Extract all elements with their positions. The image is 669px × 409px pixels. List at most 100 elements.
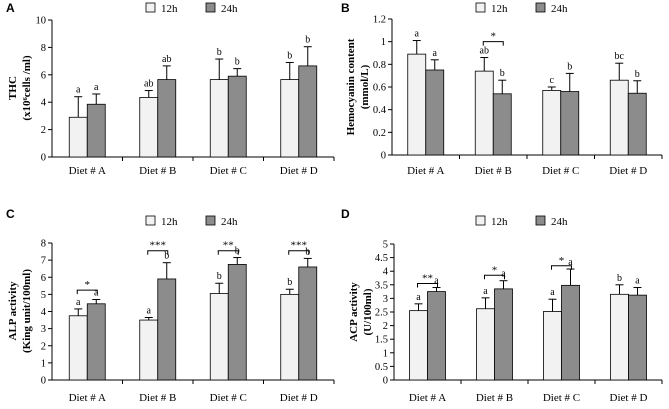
legend-swatch-24h [205, 215, 216, 226]
y-tick-label: 1 [383, 348, 388, 359]
bar-24h [494, 288, 513, 381]
bar-24h [628, 294, 647, 381]
data-label: b [305, 35, 310, 46]
x-tick-label: Diet # B [476, 392, 513, 404]
legend-label: 24h [551, 216, 568, 228]
data-label: a [94, 82, 99, 93]
data-label: b [164, 251, 169, 262]
significance-bracket [417, 282, 438, 288]
y-tick-label: 4 [383, 267, 389, 278]
legend-label: 12h [491, 216, 508, 228]
data-label: c [550, 75, 555, 86]
legend-label: 12h [161, 3, 178, 15]
data-label: a [416, 292, 421, 303]
panel-d: D ACP activity (U/100ml) 0 0.5 1 1.5 2 2.5 3 3.5 4 4… [341, 207, 663, 404]
y-axis-label: THC (x10⁶cells /ml) [7, 55, 33, 121]
y-tick-label: 2 [41, 341, 46, 352]
legend-swatch-12h [475, 2, 486, 13]
data-label: a [415, 29, 420, 40]
bar-24h [298, 65, 318, 158]
x-tick-label: Diet # A [69, 392, 106, 404]
data-label: b [217, 47, 222, 58]
significance-marker: *** [291, 240, 308, 252]
bar-24h [560, 91, 580, 156]
y-axis-label-line: (mmol/L) [359, 64, 371, 109]
y-tick-label: 8 [41, 239, 46, 250]
y-tick-label: 3 [383, 294, 388, 305]
significance-bracket [288, 250, 310, 255]
y-tick-label: 10 [36, 16, 47, 27]
bar-12h [609, 79, 629, 156]
panel-b: B Hemocyanin content (mmol/L) 0 0.2 0.4 0.6 0.8… [341, 1, 663, 177]
y-tick-label: 1.5 [375, 335, 388, 346]
significance-marker: * [559, 255, 565, 267]
x-tick-label: Diet # B [139, 165, 176, 177]
data-label: a [501, 269, 506, 280]
bar-24h [627, 92, 647, 156]
y-tick-label: 1 [381, 37, 386, 48]
legend-swatch-24h [205, 2, 216, 13]
legend-label: 24h [221, 216, 238, 228]
y-tick-label: 0 [381, 151, 386, 162]
y-tick-label: 0.5 [375, 362, 388, 373]
significance-marker: * [491, 31, 497, 43]
y-axis-label: Hemocyanin content (mmol/L) [345, 38, 371, 135]
data-label: a [483, 286, 488, 297]
x-tick-label: Diet # A [407, 165, 444, 177]
significance-marker: *** [150, 240, 167, 252]
x-tick-label: Diet # C [543, 392, 580, 404]
x-tick-label: Diet # C [210, 165, 247, 177]
data-label: a [147, 305, 152, 316]
data-label: b [617, 273, 622, 284]
data-label: a [76, 85, 81, 96]
bar-12h [280, 79, 300, 158]
data-label: a [434, 276, 439, 287]
y-tick-label: 0.2 [373, 128, 386, 139]
data-label: a [635, 276, 640, 287]
legend-label: 12h [161, 216, 178, 228]
bar-12h [543, 311, 562, 381]
bar-12h [280, 293, 300, 381]
bar-24h [492, 93, 512, 156]
data-label: a [568, 257, 573, 268]
y-axis-label: ACP activity (U/100ml) [348, 282, 374, 342]
x-tick-label: Diet # B [475, 165, 512, 177]
significance-bracket [217, 250, 239, 255]
y-tick-label: 5 [41, 290, 46, 301]
data-label: b [287, 50, 292, 61]
panel-letter: A [6, 1, 15, 15]
x-tick-label: Diet # B [139, 392, 176, 404]
bar-12h [474, 70, 494, 156]
bar-24h [227, 75, 247, 158]
panel-letter: B [341, 1, 350, 15]
data-label: b [567, 61, 572, 72]
y-axis-label: ALP activity (King unit/100ml) [7, 269, 33, 353]
bar-24h [86, 303, 106, 381]
x-tick-label: Diet # C [210, 392, 247, 404]
legend-swatch-24h [535, 2, 546, 13]
bar-12h [139, 319, 159, 381]
panel-a: A THC (x10⁶cells /ml) 0 2 4 6 8 10 Diet # A a a Diet… [6, 1, 335, 177]
bar-12h [68, 315, 88, 381]
panel-letter: D [341, 207, 350, 221]
y-tick-label: 0.4 [373, 105, 387, 116]
y-tick-label: 0.8 [373, 60, 386, 71]
bar-12h [209, 79, 229, 158]
data-label: b [287, 277, 292, 288]
bar-12h [209, 293, 229, 381]
y-axis-label-line: ALP activity [7, 281, 19, 340]
y-tick-label: 4 [41, 307, 47, 318]
y-tick-label: 6 [41, 70, 46, 81]
data-label: ab [162, 54, 171, 65]
bar-24h [227, 264, 247, 381]
data-label: bc [615, 51, 625, 62]
bar-12h [542, 90, 562, 156]
y-tick-label: 1 [41, 358, 46, 369]
data-label: a [94, 288, 99, 299]
y-tick-label: 0 [383, 376, 388, 387]
bar-12h [610, 293, 629, 381]
significance-bracket [482, 41, 504, 46]
y-tick-label: 6 [41, 273, 46, 284]
bar-24h [427, 291, 446, 381]
